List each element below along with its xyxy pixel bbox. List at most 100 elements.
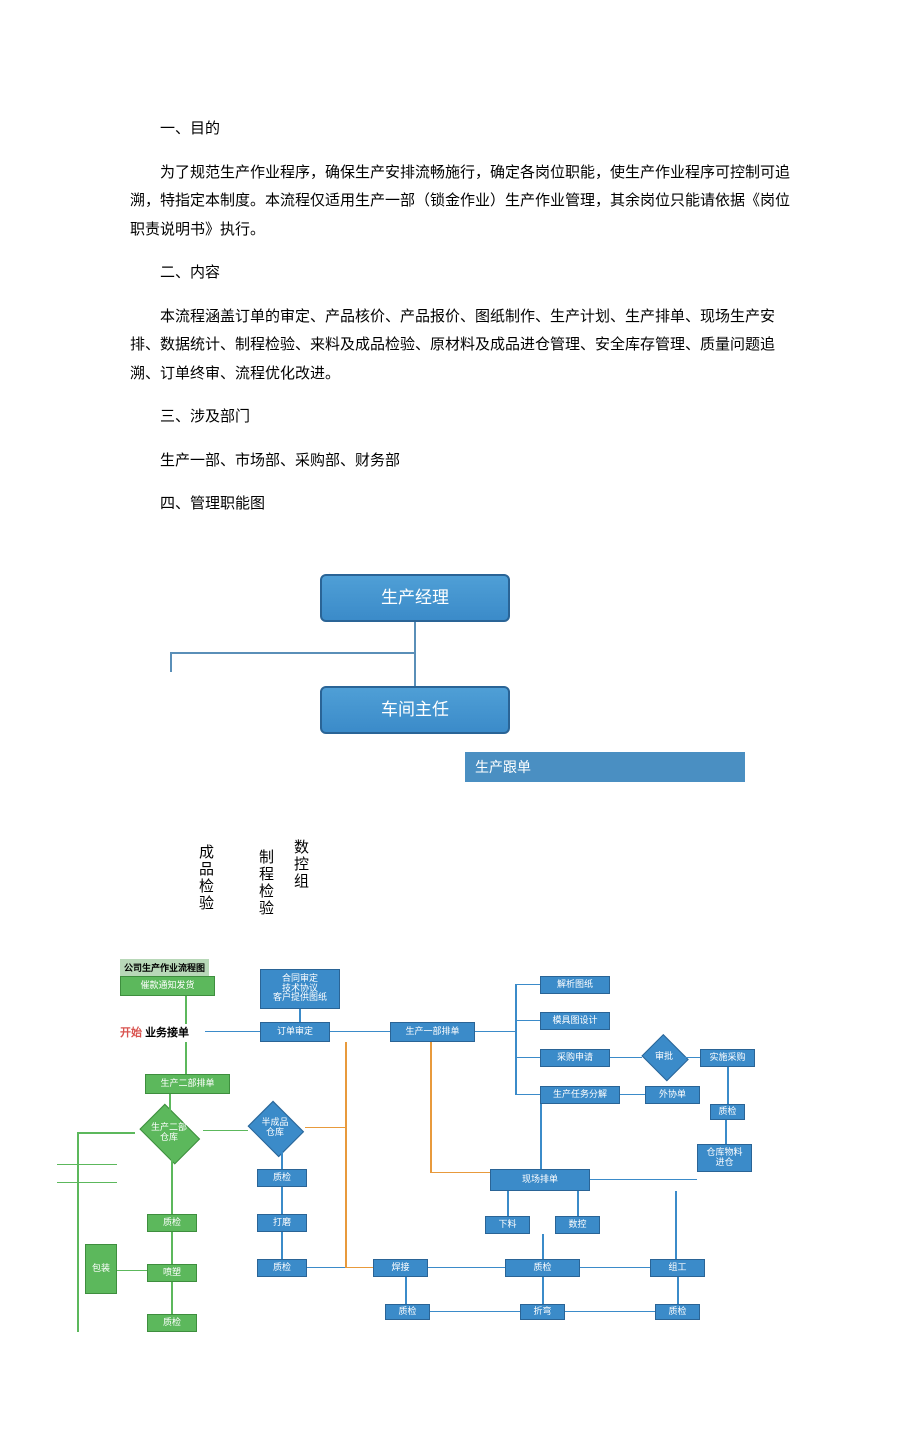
flow-line-orange (430, 1172, 490, 1174)
node-assy: 组工 (650, 1259, 705, 1277)
flow-line (281, 1152, 283, 1169)
flow-line (542, 1234, 544, 1259)
node-notify: 催款通知发货 (120, 976, 215, 996)
node-replace: 外协单 (645, 1086, 700, 1104)
flow-line (727, 1067, 729, 1104)
flow-line (515, 984, 540, 986)
flow-line (77, 1132, 79, 1332)
flow-line (675, 1191, 677, 1259)
node-qc2: 质检 (257, 1259, 307, 1277)
section-3-title: 三、涉及部门 (130, 403, 790, 432)
flow-title: 公司生产作业流程图 (120, 959, 209, 976)
flow-line (685, 1057, 700, 1059)
node-dept2wh-label: 生产二部仓库 (151, 1123, 187, 1143)
flow-line (185, 996, 187, 1024)
node-mold: 模具图设计 (540, 1012, 610, 1030)
flow-line (725, 1120, 727, 1144)
node-purchase-impl: 实施采购 (700, 1049, 755, 1067)
flow-line (515, 984, 517, 1094)
flow-line (171, 1232, 173, 1264)
flow-line (299, 1009, 301, 1022)
node-qc-g1: 质检 (147, 1214, 197, 1232)
node-dept1: 生产一部排单 (390, 1022, 475, 1042)
flow-line (580, 1267, 650, 1269)
node-spray: 喷塑 (147, 1264, 197, 1282)
flow-line (330, 1031, 390, 1033)
node-qc5: 质检 (505, 1259, 580, 1277)
flow-line (515, 1057, 540, 1059)
section-1-title: 一、目的 (130, 115, 790, 144)
flow-line (171, 1157, 173, 1214)
node-order: 业务接单 (145, 1027, 189, 1039)
node-weld: 焊接 (373, 1259, 428, 1277)
flow-line (185, 1042, 187, 1074)
flow-line (205, 1031, 260, 1033)
flowchart: 公司生产作业流程图 催款通知发货 开始 业务接单 合同审定技术协议客户提供图纸 … (85, 954, 745, 1434)
flow-line (507, 1191, 509, 1216)
node-contract: 合同审定技术协议客户提供图纸 (260, 969, 340, 1009)
node-start: 开始 业务接单 (120, 1024, 189, 1040)
node-approve-label: 审批 (655, 1052, 673, 1062)
node-cut: 下料 (485, 1216, 530, 1234)
section-2-body: 本流程涵盖订单的审定、产品核价、产品报价、图纸制作、生产计划、生产排单、现场生产… (130, 303, 790, 389)
node-qc1: 质检 (257, 1169, 307, 1187)
node-task: 生产任务分解 (540, 1086, 620, 1104)
node-grind: 打磨 (257, 1214, 307, 1232)
node-review: 订单审定 (260, 1022, 330, 1042)
org-follow-strip: 生产跟单 (465, 752, 745, 782)
flow-line (405, 1277, 407, 1304)
flow-line (515, 1094, 540, 1096)
node-qc3: 质检 (385, 1304, 430, 1320)
node-semi: 半成品仓库 (245, 1104, 305, 1152)
node-qc-mat: 质检 (710, 1104, 745, 1120)
flow-line (565, 1311, 655, 1313)
org-line (414, 622, 416, 652)
flow-line-orange (345, 1042, 347, 1267)
flow-line (281, 1232, 283, 1259)
node-qc-g2: 质检 (147, 1314, 197, 1332)
node-semi-label: 半成品仓库 (261, 1118, 288, 1138)
flow-line (117, 1270, 147, 1272)
start-label: 开始 (120, 1027, 142, 1039)
flow-line (203, 1130, 248, 1132)
org-vlabel-1: 成品检验 (195, 844, 216, 912)
flow-line (610, 1057, 642, 1059)
node-purchase-apply: 采购申请 (540, 1049, 610, 1067)
node-dept2: 生产二部排单 (145, 1074, 230, 1094)
org-top-box: 生产经理 (320, 574, 510, 622)
node-approve: 审批 (640, 1036, 688, 1078)
flow-line-orange (430, 1042, 432, 1172)
flow-line (515, 1020, 540, 1022)
flow-line (428, 1267, 505, 1269)
flow-line (475, 1031, 515, 1033)
flow-line (540, 1104, 542, 1169)
org-vlabel-2: 制程检验 (255, 849, 276, 917)
flow-line (281, 1187, 283, 1214)
flow-line-orange (345, 1267, 373, 1269)
flow-line (590, 1179, 697, 1181)
flow-line (57, 1164, 117, 1166)
node-drawings: 解析图纸 (540, 976, 610, 994)
flow-line (77, 1132, 135, 1134)
flow-line-orange (305, 1127, 345, 1129)
org-vlabel-3: 数控组 (290, 839, 311, 890)
flow-line (57, 1182, 117, 1184)
node-dept2wh: 生产二部仓库 (135, 1109, 203, 1157)
flow-line (430, 1311, 520, 1313)
node-bend: 折弯 (520, 1304, 565, 1320)
org-line (414, 652, 416, 686)
section-3-body: 生产一部、市场部、采购部、财务部 (130, 447, 790, 476)
node-stock: 仓库物料进仓 (697, 1144, 752, 1172)
node-qc6: 质检 (655, 1304, 700, 1320)
node-pack: 包装 (85, 1244, 117, 1294)
flow-line (577, 1191, 579, 1216)
org-line (170, 652, 172, 672)
section-2-title: 二、内容 (130, 259, 790, 288)
section-4-title: 四、管理职能图 (130, 490, 790, 519)
flow-line (620, 1094, 645, 1096)
org-mid-box: 车间主任 (320, 686, 510, 734)
flow-line (171, 1282, 173, 1314)
node-cnc: 数控 (555, 1216, 600, 1234)
node-schedule: 现场排单 (490, 1169, 590, 1191)
flow-line (169, 1094, 171, 1112)
